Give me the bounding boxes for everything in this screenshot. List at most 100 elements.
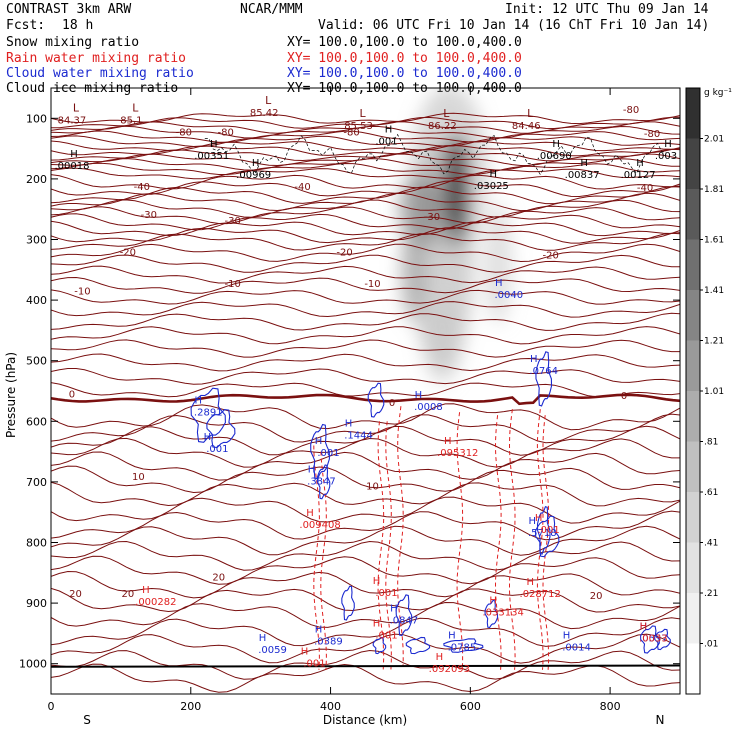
rain-contour [542, 415, 550, 670]
temperature-label: -20 [120, 248, 136, 259]
cloud-high-value: .3847 [307, 477, 336, 488]
cloud-high-marker: H [529, 516, 537, 527]
rain-high-value: .000282 [135, 597, 176, 608]
rain-contours [313, 406, 550, 670]
field-rain-name: Rain water mixing ratio [6, 51, 187, 66]
y-tick-label: 500 [26, 355, 47, 368]
colorbar-label: 1.01 [704, 387, 724, 397]
contour-labels: -80 -80 -80 -80 -80 -40 -40 -40 -30 -30 -30 -20 -20 -… [54, 94, 677, 675]
cloud-high-marker: H [448, 631, 456, 642]
rain-high-value: .001 [303, 658, 325, 669]
field-snow-xy: XY= 100.0,100.0 to 100.0,400.0 [287, 35, 522, 50]
rain-high-marker: H [444, 436, 452, 447]
colorbar-swatch [686, 492, 700, 543]
temperature-label: 10 [132, 472, 145, 483]
colorbar-swatch [686, 340, 700, 392]
ice-high-marker: H [580, 158, 588, 169]
rain-high-value: .001 [375, 588, 397, 599]
ice-high-marker: H [252, 158, 260, 169]
temperature-label: -40 [134, 182, 150, 193]
colorbar-swatch [686, 290, 700, 341]
ice-high-value: .00969 [236, 170, 271, 181]
colorbar: g kg⁻¹ 2.01 1.81 1.61 1.41 1.21 1.01 .81 .61 .41… [685, 87, 732, 695]
rain-high-value: .092093 [429, 664, 470, 675]
rain-high-value: .001 [537, 525, 559, 536]
forecast-hour: 18 h [62, 18, 94, 33]
ice-high-value: .001 [375, 136, 397, 147]
temperature-label: -30 [141, 210, 157, 221]
colorbar-label: .61 [704, 488, 718, 498]
y-tick-label: 100 [26, 112, 47, 125]
temperature-label: -10 [364, 279, 380, 290]
rain-high-marker: H [373, 618, 381, 629]
ice-high-marker: H [70, 149, 78, 160]
low-value: 84.37 [58, 115, 87, 126]
model-title: CONTRAST 3km ARW [6, 2, 132, 17]
colorbar-swatch [686, 441, 700, 493]
low-value: 85.1 [120, 115, 142, 126]
axes: Distance (km) Pressure (hPa) S N 1002003… [4, 88, 680, 727]
temperature-label: -10 [225, 279, 241, 290]
colorbar-label: 1.21 [704, 337, 724, 347]
rain-high-value: .001 [375, 630, 397, 641]
x-axis-label: Distance (km) [323, 713, 407, 727]
isotherm [51, 301, 680, 318]
isotherm [51, 353, 680, 372]
isotherm [51, 496, 680, 524]
rain-high-marker: H [436, 652, 444, 663]
ice-high-value: .00127 [621, 170, 656, 181]
colorbar-unit: g kg⁻¹ [704, 88, 732, 98]
isotherm [51, 289, 680, 305]
snow-blob [445, 133, 468, 243]
isotherm [51, 116, 680, 130]
plot-frame [50, 87, 681, 695]
isotherm [51, 227, 680, 244]
field-snow-name: Snow mixing ratio [6, 35, 140, 50]
coastline-outline [204, 133, 667, 175]
temperature-label: -20 [336, 248, 352, 259]
isotherm [51, 206, 680, 225]
low-value: 85.53 [344, 121, 373, 132]
colorbar-label: 1.81 [704, 185, 724, 195]
isotherm [51, 130, 680, 143]
isotherm [51, 525, 680, 556]
rain-contour [456, 412, 464, 667]
isotherm [51, 425, 680, 456]
isotherm [51, 199, 680, 218]
isotherm [51, 413, 680, 444]
isotherm [51, 140, 680, 152]
cloud-high-marker: H [415, 390, 423, 401]
cloud-high-value: .0847 [390, 615, 419, 626]
y-tick-label: 1000 [19, 658, 47, 671]
center-name: NCAR/MMM [240, 2, 303, 17]
temperature-label: 20 [212, 572, 225, 583]
rain-high-marker: H [489, 595, 497, 606]
cloud-contour [536, 506, 551, 555]
colorbar-swatch [686, 189, 700, 240]
init-time: Init: 12 UTC Thu 09 Jan 14 [505, 2, 709, 17]
isotherm [51, 633, 680, 664]
cloud-high-value: .0389 [314, 636, 343, 647]
valid-time: Valid: 06 UTC Fri 10 Jan 14 (16 ChT Fri … [318, 18, 710, 33]
cloud-high-marker: H [259, 633, 267, 644]
isotherm [51, 481, 680, 507]
temperature-label: -30 [225, 216, 241, 227]
isotherm [51, 326, 680, 345]
isotherm [51, 339, 680, 358]
field-rain-xy: XY= 100.0,100.0 to 100.0,400.0 [287, 51, 522, 66]
low-marker: L [132, 101, 139, 114]
cloud-high-marker: H [390, 603, 398, 614]
surface-line [50, 664, 681, 668]
isotherm [51, 465, 680, 494]
cloud-high-marker: H [204, 432, 212, 443]
colorbar-label: 2.01 [704, 135, 724, 145]
temperature-label: 20 [69, 589, 82, 600]
cloud-high-value: .0014 [562, 643, 591, 654]
rain-contour [313, 445, 320, 670]
temperature-label: -80 [644, 129, 660, 140]
cloud-high-value: .0785 [448, 643, 477, 654]
ice-high-value: .00351 [194, 151, 229, 162]
cloud-contour [206, 409, 236, 449]
isotherm [51, 403, 680, 431]
